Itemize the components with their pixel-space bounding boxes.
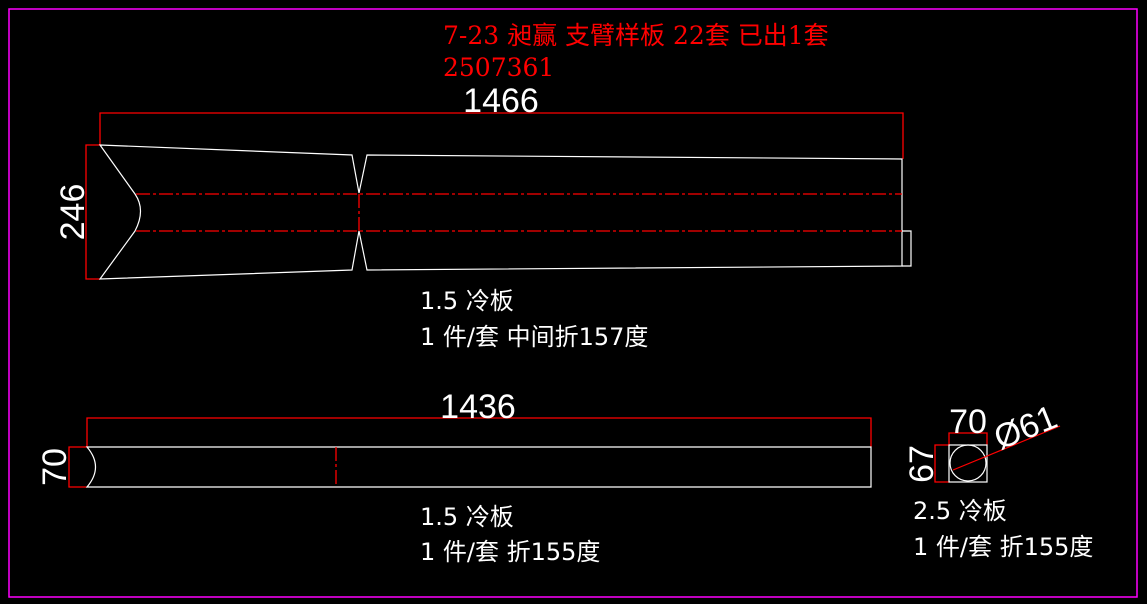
part-1-note: 1 件/套 中间折157度: [420, 323, 648, 351]
part-1-material: 1.5 冷板: [420, 287, 514, 315]
part-1-end-tab: [902, 230, 912, 267]
part-1-arm-plate: 1466 246 1.5 冷板 1 件/套 中间折157度: [54, 82, 912, 351]
part-3-diameter-leader: [952, 425, 1061, 471]
part-1-width-label: 1466: [463, 82, 539, 120]
part-2-width-dimension-line: [86, 417, 872, 447]
part-3-hole: [949, 444, 987, 482]
part-3-note: 1 件/套 折155度: [913, 533, 1093, 561]
part-3-height-dimension-line: [934, 444, 949, 483]
part-2-width-label: 1436: [440, 388, 516, 426]
part-3-diameter-label: Ø61: [989, 398, 1063, 457]
part-2-note: 1 件/套 折155度: [420, 538, 600, 566]
part-2-outline: [85, 446, 872, 488]
drawing-frame: [8, 8, 1138, 598]
part-1-height-dimension-line: [85, 144, 100, 280]
part-2-material: 1.5 冷板: [420, 503, 514, 531]
part-3-round-hole-plate: 70 67 Ø61 2.5 冷板 1 件/套 折155度: [903, 398, 1093, 561]
drawing-code: 2507361: [443, 53, 554, 82]
part-1-height-label: 246: [54, 184, 92, 241]
drawing-title: 7-23 昶赢 支臂样板 22套 已出1套: [443, 21, 829, 50]
part-3-width-dimension-line: [948, 432, 988, 445]
part-3-height-label: 67: [903, 445, 941, 483]
part-1-width-dimension-line: [99, 112, 904, 159]
part-3-material: 2.5 冷板: [913, 497, 1007, 525]
part-3-width-label: 70: [949, 403, 987, 441]
part-2-height-dimension-line: [68, 446, 87, 488]
part-2-strip-plate: 1436 70 1.5 冷板 1 件/套 折155度: [36, 388, 872, 566]
part-2-height-label: 70: [36, 448, 74, 486]
part-1-outline: [98, 144, 903, 280]
